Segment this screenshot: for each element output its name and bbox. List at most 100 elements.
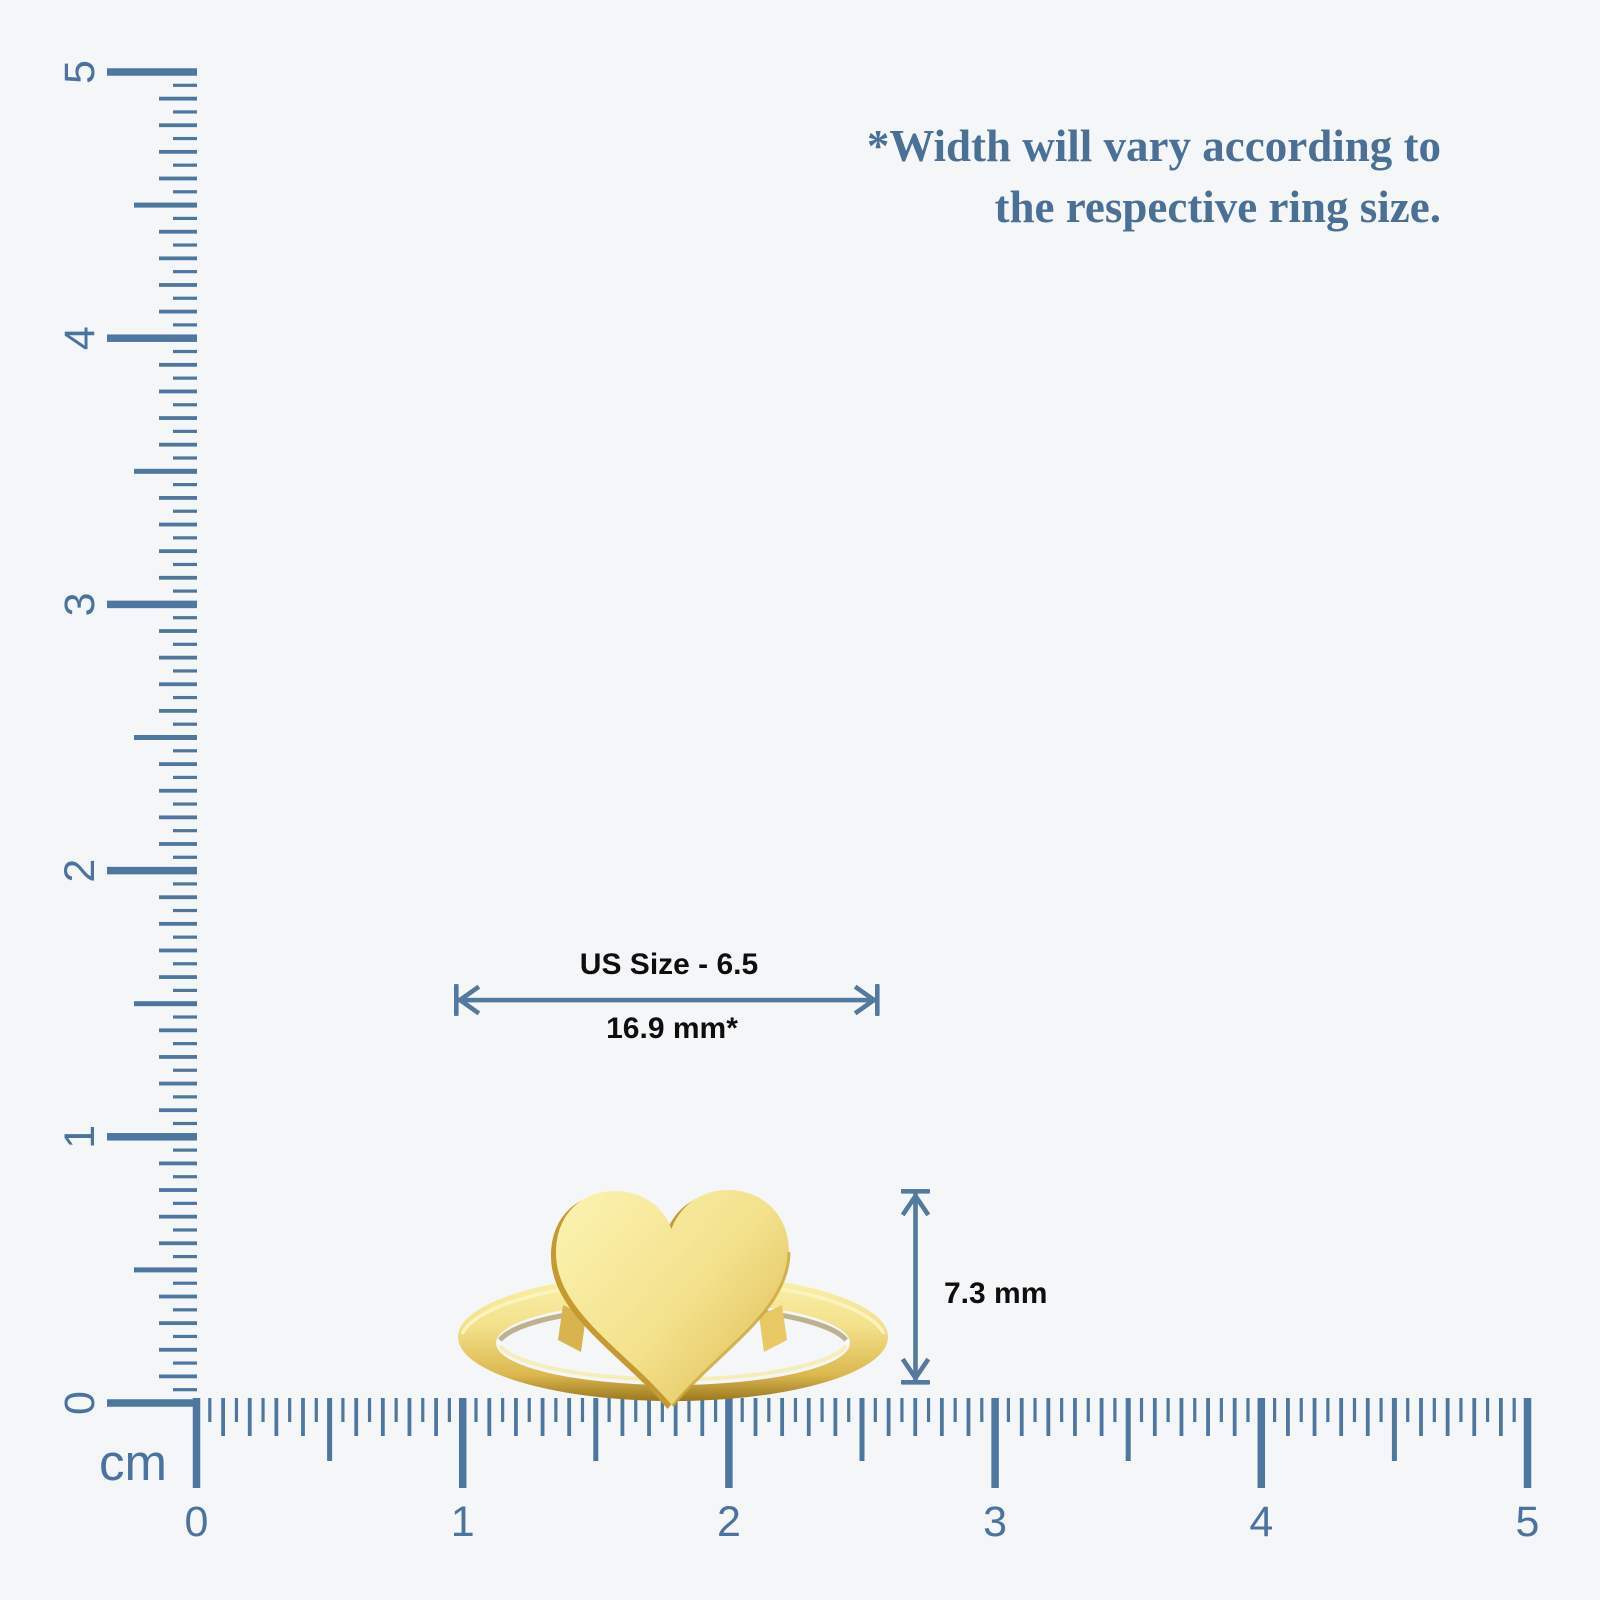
ruler-tick (173, 1095, 197, 1099)
ruler-tick (159, 708, 197, 713)
ruler-tick (1006, 1398, 1011, 1422)
ruler-tick (159, 416, 197, 420)
ruler-tick (647, 1398, 651, 1436)
ruler-tick (173, 616, 197, 620)
vertical-ruler-number-5: 5 (56, 60, 104, 84)
ruler-tick (134, 202, 197, 208)
ruler-tick (859, 1398, 865, 1461)
vertical-ruler-number-4: 4 (56, 326, 104, 350)
ruler-tick (1179, 1398, 1184, 1436)
ruler-tick (173, 988, 197, 992)
ruler-tick (687, 1398, 691, 1422)
ruler-tick (134, 468, 197, 474)
ruler-tick (1432, 1398, 1436, 1422)
ruler-tick (1206, 1398, 1210, 1436)
ruler-tick (159, 522, 197, 527)
ruler-tick (354, 1398, 359, 1436)
ruler-tick (159, 123, 197, 128)
arrowhead-left-icon (456, 984, 481, 1016)
ruler-tick (1391, 1398, 1397, 1461)
ruler-tick (173, 935, 197, 939)
ruler-tick (173, 376, 197, 380)
ruler-tick (173, 296, 197, 300)
ruler-tick (966, 1398, 971, 1436)
ruler-tick (134, 1267, 197, 1273)
ruler-tick (159, 1081, 197, 1086)
ruler-tick (173, 1388, 197, 1392)
ruler-tick (1273, 1398, 1277, 1422)
ruler-tick (700, 1398, 705, 1436)
ruler-tick (173, 695, 197, 700)
ruler-tick (1033, 1398, 1037, 1422)
ruler-tick (159, 389, 197, 394)
ruler-tick (1365, 1398, 1370, 1436)
ruler-tick (1152, 1398, 1157, 1436)
ruler-tick (173, 1068, 197, 1072)
ruler-tick (159, 549, 197, 554)
ruler-tick (173, 216, 197, 221)
ruler-tick (159, 283, 197, 287)
ruler-tick (159, 575, 197, 580)
ruler-tick (1406, 1398, 1410, 1422)
ruler-tick (134, 1001, 197, 1007)
ruler-tick (173, 136, 197, 141)
ruler-tick (753, 1398, 758, 1436)
horizontal-ruler-number-3: 3 (983, 1498, 1007, 1546)
ruler-tick (159, 442, 197, 447)
ruler-tick (173, 1334, 197, 1339)
ruler-tick (173, 802, 197, 806)
ruler-tick (173, 962, 197, 966)
ruler-tick (1498, 1398, 1503, 1436)
ruler-tick (1257, 1398, 1266, 1488)
ruler-tick (847, 1398, 851, 1422)
ruler-tick (1246, 1398, 1250, 1422)
ruler-tick (159, 815, 197, 820)
ruler-tick (434, 1398, 438, 1436)
ruler-tick (980, 1398, 984, 1422)
ruler-tick (159, 229, 197, 234)
width-measure-arrow (454, 984, 880, 1016)
ruler-tick (514, 1398, 518, 1436)
ruler-tick (134, 735, 197, 740)
ruler-tick (159, 1241, 197, 1246)
ruler-tick (1445, 1398, 1450, 1436)
ruler-tick (767, 1398, 771, 1422)
ruler-tick (1312, 1398, 1317, 1436)
ruler-tick (173, 562, 197, 567)
vertical-ruler-number-1: 1 (56, 1125, 104, 1149)
ruler-tick (1193, 1398, 1197, 1422)
ruler-tick (173, 190, 197, 194)
ruler-tick (407, 1398, 412, 1436)
ring-size-label: US Size - 6.5 (579, 948, 759, 981)
ruler-tick (1459, 1398, 1463, 1422)
ruler-tick (173, 509, 197, 513)
ruler-tick (173, 1254, 197, 1259)
ruler-tick (1060, 1398, 1064, 1422)
ruler-tick (713, 1398, 718, 1422)
ruler-tick (173, 882, 197, 886)
ruler-tick (341, 1398, 345, 1422)
ring-height-value: 7.3 mm (944, 1277, 1048, 1310)
arrowhead-down-icon (900, 1357, 931, 1383)
ruler-tick (173, 1308, 197, 1312)
ruler-tick (173, 1015, 197, 1019)
ruler-tick (173, 1281, 197, 1285)
ruler-tick (540, 1398, 545, 1436)
ruler-tick (1379, 1398, 1383, 1422)
ruler-tick (173, 403, 197, 407)
ruler-tick (173, 775, 197, 780)
horizontal-ruler-number-4: 4 (1249, 1498, 1273, 1546)
ruler-tick (173, 349, 197, 354)
ruler-tick (1339, 1398, 1344, 1436)
horizontal-ruler-number-1: 1 (451, 1498, 475, 1546)
ruler-tick (159, 1108, 197, 1113)
ruler-tick (939, 1398, 944, 1436)
ruler-tick (1113, 1398, 1117, 1422)
ruler-tick (580, 1398, 585, 1422)
ruler-tick (159, 788, 197, 793)
ruler-tick (806, 1398, 811, 1436)
ruler-tick (833, 1398, 838, 1436)
ruler-tick (327, 1398, 333, 1461)
